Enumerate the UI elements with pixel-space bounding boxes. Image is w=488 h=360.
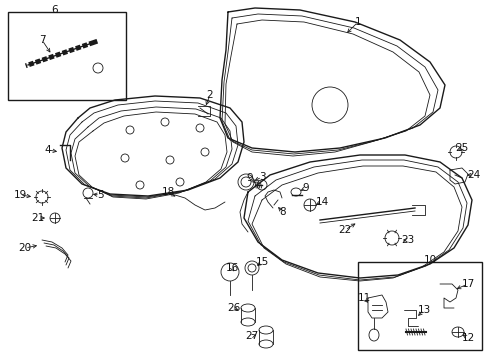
Text: 20: 20 [19, 243, 32, 253]
Text: 15: 15 [255, 257, 268, 267]
Text: 18: 18 [161, 187, 174, 197]
Text: 11: 11 [357, 293, 370, 303]
Text: 6: 6 [52, 5, 58, 15]
Text: 16: 16 [225, 263, 238, 273]
Bar [357, 262, 481, 350]
Text: 22: 22 [338, 225, 351, 235]
Text: 9: 9 [302, 183, 309, 193]
Text: 4: 4 [44, 145, 51, 155]
Text: 27: 27 [245, 331, 258, 341]
Text: 21: 21 [31, 213, 44, 223]
Text: 14: 14 [315, 197, 328, 207]
Text: 7: 7 [39, 35, 45, 45]
Bar [8, 12, 126, 100]
Text: 19: 19 [13, 190, 26, 200]
Text: 24: 24 [467, 170, 480, 180]
Text: 23: 23 [401, 235, 414, 245]
Text: 8: 8 [279, 207, 286, 217]
Text: 12: 12 [461, 333, 474, 343]
Text: 2: 2 [206, 90, 213, 100]
Text: 3: 3 [258, 172, 265, 182]
Text: 13: 13 [417, 305, 430, 315]
Text: 5: 5 [97, 190, 103, 200]
Text: 25: 25 [454, 143, 468, 153]
Text: 10: 10 [423, 255, 436, 265]
Text: 1: 1 [354, 17, 361, 27]
Text: 9: 9 [246, 173, 253, 183]
Text: 17: 17 [461, 279, 474, 289]
Text: 26: 26 [227, 303, 240, 313]
